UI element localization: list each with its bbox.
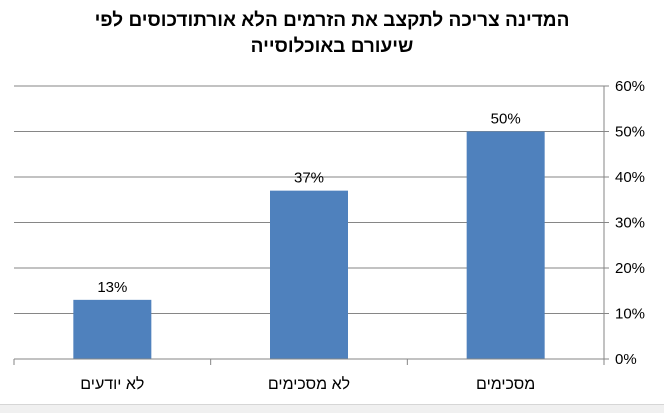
bar <box>73 299 152 359</box>
bar <box>466 131 545 359</box>
y-tick-label: 30% <box>615 215 645 232</box>
axes <box>13 85 609 365</box>
y-tick-label: 20% <box>615 260 645 277</box>
y-tick-label: 60% <box>615 78 645 95</box>
bars <box>73 131 545 359</box>
x-tick-label: לא מסכימים <box>268 375 350 393</box>
x-tick-label: מסכימים <box>476 376 535 393</box>
chart-title-line-2: שיעורם באוכלוסייה <box>250 36 414 57</box>
data-label: 50% <box>491 111 521 128</box>
y-tick-label: 50% <box>615 124 645 141</box>
chart-title-line-1: המדינה צריכה לתקצב את הזרמים הלא אורתודכ… <box>94 10 570 31</box>
x-tick-label: לא יודעים <box>80 375 144 393</box>
data-label: 37% <box>294 170 324 187</box>
y-tick-label: 40% <box>615 169 645 186</box>
window-bottom-edge <box>0 404 664 413</box>
data-label: 13% <box>97 279 127 296</box>
y-tick-label: 0% <box>615 351 637 368</box>
labels: 0% 10% 20% 30% 40% 50% 60% 13% לא יודעים 37% לא מס… <box>80 78 645 393</box>
y-tick-label: 10% <box>615 306 645 323</box>
bar <box>270 190 348 359</box>
